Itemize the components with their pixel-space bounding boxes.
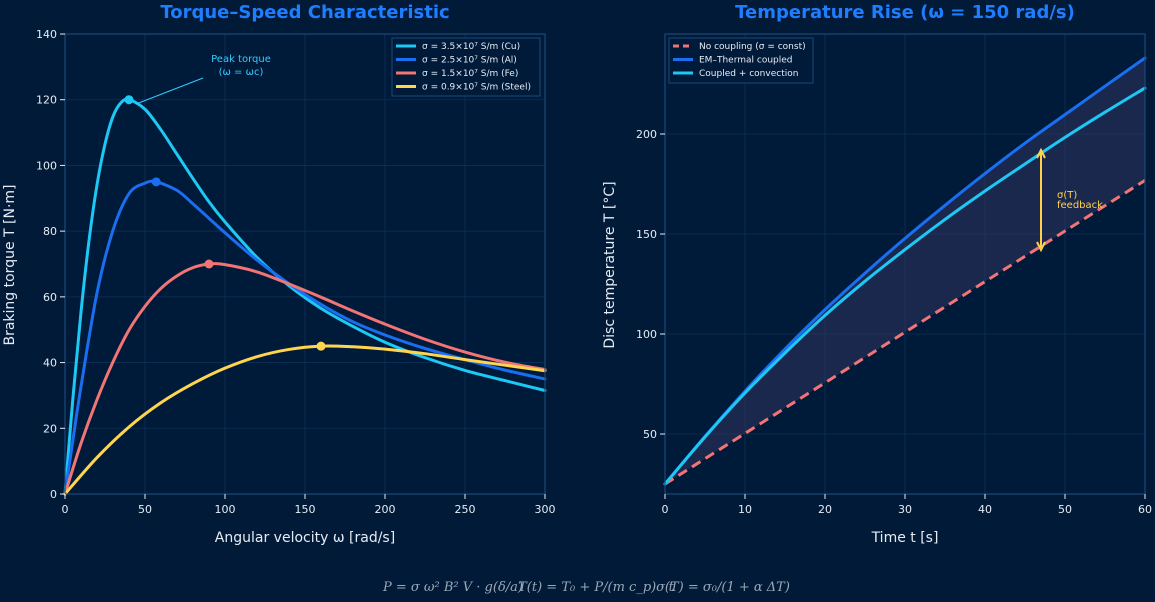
- torque-x-tick-label: 300: [535, 503, 556, 516]
- temperature-y-tick-label: 150: [636, 228, 657, 241]
- torque-series-line-2: [63, 262, 547, 496]
- torque-x-tick-label: 200: [375, 503, 396, 516]
- torque-y-tick-label: 40: [43, 357, 57, 370]
- temperature-series-line-2: [663, 86, 1147, 486]
- sigma-feedback-arrowhead-bottom: [1036, 241, 1046, 253]
- torque-y-tick-label: 140: [36, 28, 57, 41]
- torque-series-line-1: [63, 179, 547, 496]
- torque-y-tick-label: 0: [50, 488, 57, 501]
- temperature-ticks: 0 10 20 30 40 50 60 50 100 150 200: [636, 128, 1152, 516]
- peak-marker-2: [204, 259, 214, 269]
- temperature-x-tick-label: 10: [738, 503, 752, 516]
- torque-peak-markers: [124, 95, 326, 351]
- temperature-legend: No coupling (σ = const) EM–Thermal couple…: [668, 37, 814, 84]
- temperature-x-tick-label: 30: [898, 503, 912, 516]
- temperature-panel: 0 10 20 30 40 50 60 50 100 150 200 Temperature Ris…: [602, 2, 1152, 546]
- sigma-feedback-annotation: σ(T) feedback: [1036, 147, 1103, 253]
- temperature-x-tick-label: 50: [1058, 503, 1072, 516]
- peak-marker-3: [316, 341, 326, 351]
- temperature-x-tick-label: 60: [1138, 503, 1152, 516]
- torque-legend-label-1: σ = 2.5×10⁷ S/m (Al): [422, 56, 517, 66]
- conductivity-formula: σ(T) = σ₀/(1 + α ΔT): [656, 580, 790, 595]
- temperature-formula: T(t) = T₀ + P/(m c_p) · t: [518, 580, 674, 595]
- torque-legend-box: [391, 37, 541, 97]
- torque-series-line-3: [63, 344, 547, 496]
- temperature-legend-label-1: EM–Thermal coupled: [699, 56, 793, 66]
- temperature-y-tick-label: 200: [636, 128, 657, 141]
- peak-torque-label: Peak torque: [211, 54, 271, 65]
- temperature-title: Temperature Rise (ω = 150 rad/s): [735, 2, 1075, 23]
- torque-y-tick-label: 20: [43, 422, 57, 435]
- temperature-y-axis-label: Disc temperature T [°C]: [602, 181, 618, 348]
- temperature-x-axis-label: Time t [s]: [871, 530, 939, 546]
- temperature-x-tick-label: 40: [978, 503, 992, 516]
- formula-footer: P = σ ω² B² V · g(δ/a) T(t) = T₀ + P/(m …: [382, 580, 790, 595]
- torque-x-tick-label: 0: [62, 503, 69, 516]
- torque-y-tick-label: 120: [36, 94, 57, 107]
- torque-series: [63, 97, 547, 496]
- peak-marker-0: [124, 95, 134, 105]
- peak-torque-leader-line: [135, 77, 204, 105]
- sigma-feedback-label: σ(T): [1057, 190, 1077, 201]
- temperature-y-tick-label: 50: [643, 428, 657, 441]
- torque-x-tick-label: 100: [215, 503, 236, 516]
- temperature-x-tick-label: 20: [818, 503, 832, 516]
- peak-torque-sublabel: (ω = ωc): [219, 67, 264, 78]
- torque-x-tick-label: 150: [295, 503, 316, 516]
- torque-legend-label-0: σ = 3.5×10⁷ S/m (Cu): [422, 42, 520, 52]
- torque-x-tick-label: 50: [138, 503, 152, 516]
- peak-marker-1: [151, 177, 161, 187]
- temperature-y-tick-label: 100: [636, 328, 657, 341]
- torque-y-tick-label: 80: [43, 225, 57, 238]
- torque-x-axis-label: Angular velocity ω [rad/s]: [215, 530, 395, 546]
- temperature-legend-label-0: No coupling (σ = const): [699, 42, 806, 52]
- power-formula: P = σ ω² B² V · g(δ/a): [382, 580, 523, 595]
- torque-series-line-0: [63, 97, 547, 496]
- torque-legend-label-2: σ = 1.5×10⁷ S/m (Fe): [422, 69, 518, 79]
- torque-legend-label-3: σ = 0.9×10⁷ S/m (Steel): [422, 83, 531, 93]
- sigma-feedback-arrowhead-top: [1036, 147, 1046, 159]
- torque-y-tick-label: 100: [36, 159, 57, 172]
- torque-ticks: 0 50 100 150 200 250 300 0 20 40 60 80 100 120 140: [36, 28, 556, 516]
- temperature-series-line-0: [664, 179, 1146, 486]
- torque-y-tick-label: 60: [43, 291, 57, 304]
- torque-y-axis-label: Braking torque T [N·m]: [2, 184, 18, 345]
- torque-title: Torque–Speed Characteristic: [160, 2, 449, 23]
- temperature-x-tick-label: 0: [662, 503, 669, 516]
- torque-speed-panel: 0 50 100 150 200 250 300 0 20 40 60 80 100 120 140 Tor…: [2, 2, 556, 546]
- sigma-feedback-sublabel: feedback: [1057, 200, 1103, 211]
- torque-x-tick-label: 250: [455, 503, 476, 516]
- temperature-series: [663, 56, 1147, 486]
- torque-legend: σ = 3.5×10⁷ S/m (Cu) σ = 2.5×10⁷ S/m (Al)…: [391, 37, 541, 97]
- temperature-legend-label-2: Coupled + convection: [699, 69, 798, 79]
- peak-torque-annotation: Peak torque (ω = ωc): [135, 54, 271, 105]
